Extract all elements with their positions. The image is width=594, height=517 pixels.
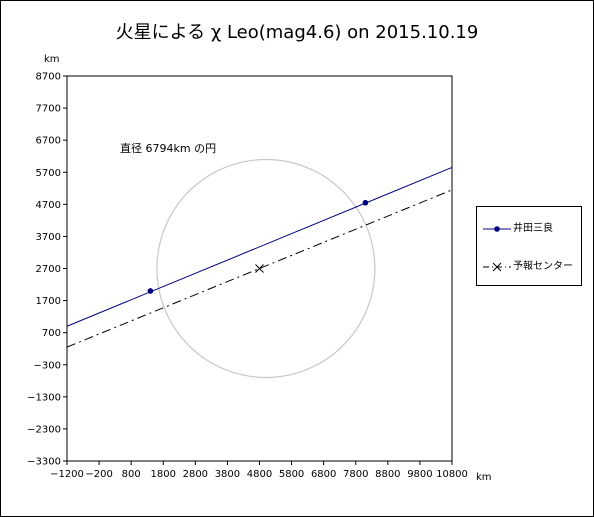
x-tick-label: 800 bbox=[122, 469, 141, 480]
x-tick-label: 7800 bbox=[343, 469, 368, 480]
x-tick-label: 8800 bbox=[375, 469, 400, 480]
observer-point bbox=[362, 199, 369, 206]
y-tick-label: −300 bbox=[34, 360, 61, 371]
x-tick-label: −1200 bbox=[50, 469, 84, 480]
cross-stroke bbox=[255, 264, 264, 273]
observer-point bbox=[147, 288, 154, 294]
x-tick-label: 4800 bbox=[247, 469, 272, 480]
y-tick-label: −2300 bbox=[27, 424, 61, 435]
y-tick-label: 4700 bbox=[36, 200, 61, 211]
x-tick-label: 9800 bbox=[407, 469, 432, 480]
y-tick-label: −3300 bbox=[27, 457, 61, 468]
legend-item-observer: 井田三良 bbox=[477, 221, 581, 237]
x-tick-label: 1800 bbox=[151, 469, 176, 480]
y-tick-label: −1300 bbox=[27, 392, 61, 403]
y-tick-label: 700 bbox=[42, 328, 61, 339]
y-tick-label: 8700 bbox=[36, 72, 61, 83]
y-tick-label: 2700 bbox=[36, 264, 61, 275]
legend-symbol-observer bbox=[483, 226, 511, 232]
x-axis-unit: km bbox=[476, 472, 492, 483]
y-axis-unit: km bbox=[44, 54, 60, 65]
legend-label-observer: 井田三良 bbox=[513, 223, 553, 234]
legend-symbol-forecast bbox=[483, 262, 511, 272]
annotation-label: 直径 6794km の円 bbox=[120, 141, 216, 155]
x-tick-label: 6800 bbox=[311, 469, 336, 480]
legend: 井田三良 予報センター bbox=[476, 206, 582, 286]
y-tick-label: 7700 bbox=[36, 104, 61, 115]
observer-chord-line bbox=[66, 166, 453, 327]
legend-item-forecast: 予報センター bbox=[477, 259, 581, 275]
x-tick-label: 3800 bbox=[215, 469, 240, 480]
chart-title: 火星による χ Leo(mag4.6) on 2015.10.19 bbox=[115, 22, 479, 43]
x-tick-label: −200 bbox=[85, 469, 112, 480]
y-tick-label: 5700 bbox=[36, 168, 61, 179]
y-tick-label: 6700 bbox=[36, 136, 61, 147]
forecast-center-marker bbox=[255, 264, 264, 273]
forecast-center-line bbox=[66, 189, 453, 348]
x-tick-label: 2800 bbox=[183, 469, 208, 480]
legend-label-forecast: 予報センター bbox=[513, 261, 573, 272]
y-tick-label: 3700 bbox=[36, 232, 61, 243]
x-tick-label: 10800 bbox=[436, 469, 468, 480]
planet-circle bbox=[156, 158, 376, 379]
x-tick-label: 5800 bbox=[279, 469, 304, 480]
y-tick-label: 1700 bbox=[36, 296, 61, 307]
